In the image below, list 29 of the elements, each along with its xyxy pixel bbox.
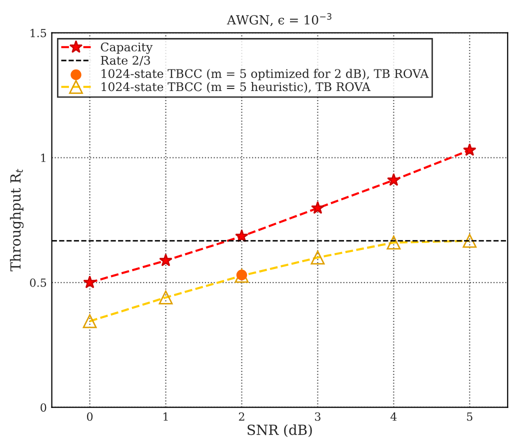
y-axis-title: Throughput R$_{t}$ [10, 168, 24, 272]
y-tick-label: 1 [41, 154, 46, 162]
x-tick-label: 3 [315, 412, 320, 421]
point [83, 276, 96, 288]
x-tick-label: 1 [164, 412, 168, 421]
y-tick-label: 1.5 [30, 28, 46, 38]
point [159, 254, 172, 266]
point [82, 314, 97, 328]
chart-title: AWGN, ϵ = 10$^{−3}$ [226, 13, 332, 26]
y-tick-label: 0.5 [30, 278, 46, 287]
point [386, 236, 401, 250]
x-tick-label: 4 [390, 412, 397, 421]
x-tick-label: 5 [467, 412, 472, 421]
point [387, 173, 400, 186]
point [234, 268, 249, 283]
y-tick-label: 0 [40, 403, 46, 412]
legend-label: 1024-state TBCC (m = 5 heuristic), TB ROVA [102, 82, 371, 93]
legend-label: 1024-state TBCC (m = 5 optimized for 2 dB), TB ROVA [102, 68, 429, 80]
legend-label: Rate 2/3 [100, 56, 150, 66]
x-tick-label: 2 [238, 412, 244, 421]
legend-label: Capacity [100, 42, 153, 54]
x-tick-label: 0 [86, 412, 93, 421]
point [463, 143, 476, 156]
point [158, 290, 173, 304]
point [310, 250, 325, 264]
point [235, 229, 248, 242]
point [311, 201, 324, 214]
point [462, 234, 477, 248]
x-axis-title: SNR (dB) [248, 424, 312, 438]
